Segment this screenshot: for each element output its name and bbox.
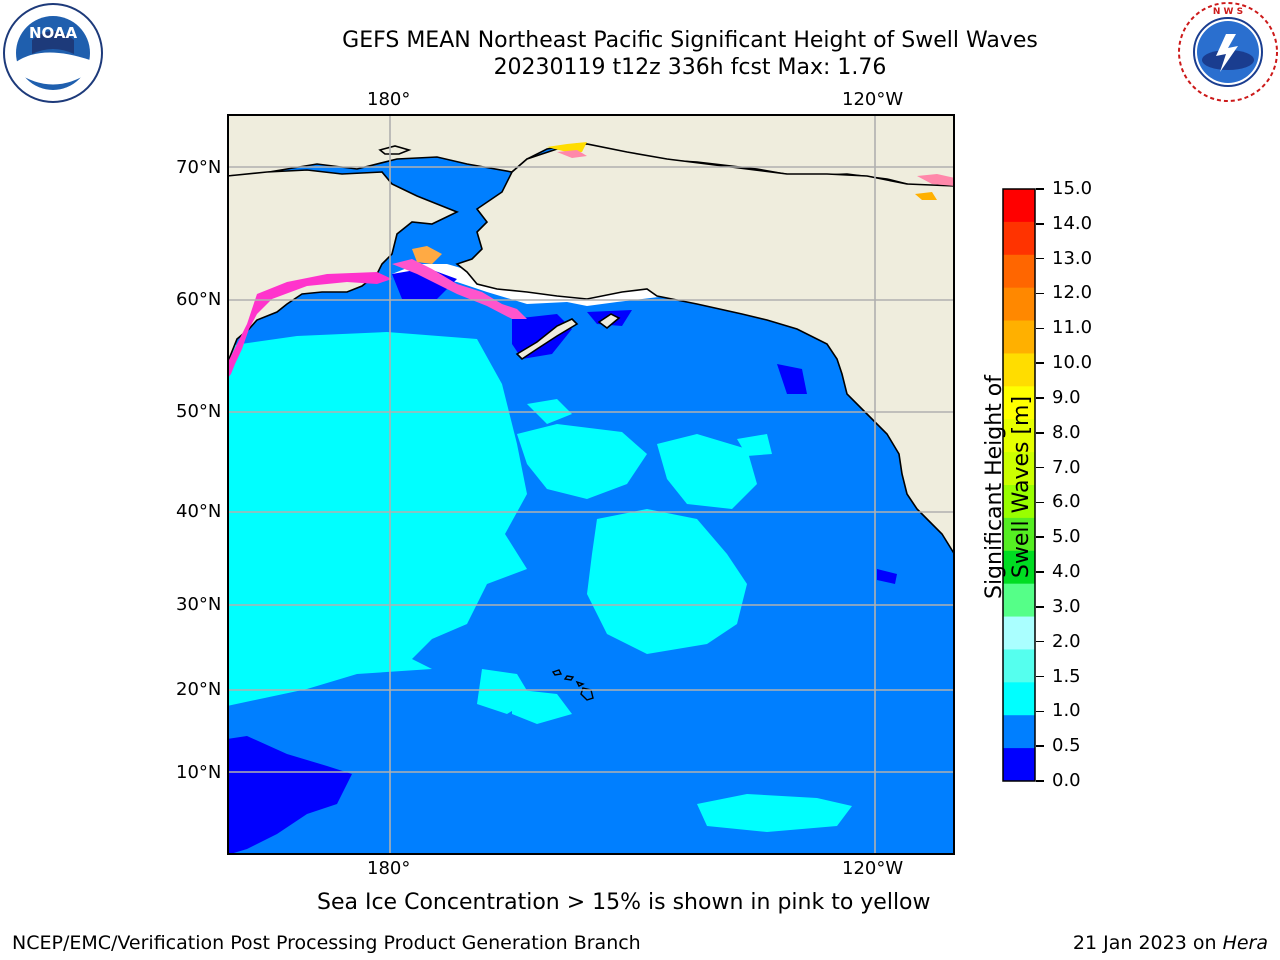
- colorbar-tick-label: 7.0: [1052, 456, 1081, 478]
- colorbar-band: [1003, 320, 1035, 354]
- colorbar-band: [1003, 287, 1035, 322]
- lat-label-60n: 60°N: [176, 289, 222, 310]
- lat-label-30n: 30°N: [176, 594, 222, 615]
- colorbar-band: [1003, 485, 1035, 519]
- colorbar-tick-mark: [1036, 780, 1044, 782]
- colorbar-band: [1003, 616, 1035, 650]
- colorbar-tick-mark: [1036, 571, 1044, 573]
- colorbar-label: Significant Height of Swell Waves [m]: [982, 374, 1034, 600]
- footer-date: 21 Jan 2023 on: [1072, 932, 1223, 954]
- colorbar-tick-mark: [1036, 223, 1044, 225]
- colorbar-tick-mark: [1036, 675, 1044, 678]
- colorbar-tick-mark: [1036, 432, 1044, 434]
- svg-text:N W S: N W S: [1213, 7, 1243, 17]
- colorbar-tick-label: 4.0: [1052, 561, 1081, 583]
- colorbar-tick-label: 0.0: [1052, 770, 1081, 791]
- colorbar-tick-mark: [1036, 257, 1044, 260]
- colorbar-tick-label: 9.0: [1052, 386, 1081, 408]
- colorbar-tick-mark: [1036, 397, 1044, 399]
- colorbar-tick-label: 1.5: [1052, 665, 1081, 687]
- colorbar-band: [1003, 517, 1035, 552]
- colorbar-tick-label: 14.0: [1052, 212, 1093, 234]
- colorbar-band: [1003, 254, 1035, 289]
- map-frame: [227, 114, 955, 855]
- colorbar-tick-label: 11.0: [1052, 317, 1093, 339]
- colorbar-tick-mark: [1036, 710, 1044, 713]
- colorbar-tick-mark: [1036, 501, 1044, 504]
- colorbar-tick-mark: [1036, 466, 1044, 469]
- colorbar-tick-mark: [1036, 327, 1044, 330]
- noaa-logo-text: NOAA: [29, 24, 78, 42]
- colorbar: [1002, 188, 1036, 782]
- colorbar-band: [1003, 682, 1035, 716]
- lat-label-40n: 40°N: [176, 501, 222, 522]
- land-areas: [227, 114, 955, 557]
- colorbar-tick-label: 5.0: [1052, 526, 1081, 548]
- colorbar-band: [1003, 583, 1035, 618]
- footer-left: NCEP/EMC/Verification Post Processing Pr…: [12, 932, 641, 954]
- colorbar-tick-label: 12.0: [1052, 282, 1093, 304]
- colorbar-band: [1003, 221, 1035, 256]
- colorbar-band: [1003, 715, 1035, 749]
- colorbar-tick-label: 3.0: [1052, 595, 1081, 617]
- noaa-logo: NOAA: [3, 3, 103, 103]
- colorbar-tick-mark: [1036, 536, 1044, 538]
- lon-label-top-180: 180°: [367, 89, 411, 110]
- colorbar-tick-mark: [1036, 745, 1044, 747]
- lon-label-bottom-180: 180°: [367, 858, 411, 879]
- lat-label-50n: 50°N: [176, 401, 222, 422]
- lon-label-bottom-120w: 120°W: [842, 858, 904, 879]
- colorbar-tick-mark: [1036, 188, 1044, 190]
- colorbar-band: [1003, 353, 1035, 387]
- colorbar-tick-label: 0.5: [1052, 735, 1081, 757]
- colorbar-tick-mark: [1036, 606, 1044, 608]
- sea-ice-caption: Sea Ice Concentration > 15% is shown in …: [317, 890, 931, 915]
- sea-ice-markers: [227, 142, 955, 379]
- colorbar-band: [1003, 452, 1035, 486]
- nws-logo: N W S: [1178, 2, 1278, 102]
- colorbar-band: [1003, 748, 1035, 782]
- colorbar-tick-label: 10.0: [1052, 352, 1093, 374]
- colorbar-tick-label: 2.0: [1052, 630, 1081, 652]
- colorbar-tick-label: 13.0: [1052, 247, 1093, 269]
- footer-host: Hera: [1222, 932, 1268, 954]
- colorbar-tick-mark: [1036, 362, 1044, 364]
- chart-title: GEFS MEAN Northeast Pacific Significant …: [342, 28, 1038, 53]
- colorbar-band: [1003, 550, 1035, 585]
- lon-label-top-120w: 120°W: [842, 89, 904, 110]
- colorbar-tick-label: 15.0: [1052, 178, 1093, 199]
- chart-subtitle: 20230119 t12z 336h fcst Max: 1.76: [493, 55, 887, 80]
- swell-1-1.5m-region: [227, 332, 852, 832]
- colorbar-tick-label: 1.0: [1052, 700, 1081, 722]
- map-plot: [227, 114, 955, 855]
- colorbar-tick-label: 6.0: [1052, 491, 1081, 513]
- colorbar-band: [1003, 649, 1035, 683]
- lat-label-70n: 70°N: [176, 157, 222, 178]
- colorbar-band: [1003, 386, 1035, 420]
- colorbar-band: [1003, 419, 1035, 453]
- colorbar-tick-mark: [1036, 640, 1044, 643]
- lat-label-10n: 10°N: [176, 762, 222, 783]
- colorbar-band: [1003, 189, 1035, 223]
- map-gridlines: [227, 114, 955, 855]
- lat-label-20n: 20°N: [176, 679, 222, 700]
- colorbar-tick-label: 8.0: [1052, 421, 1081, 443]
- footer-right: 21 Jan 2023 on Hera: [1073, 932, 1268, 954]
- colorbar-tick-mark: [1036, 292, 1044, 295]
